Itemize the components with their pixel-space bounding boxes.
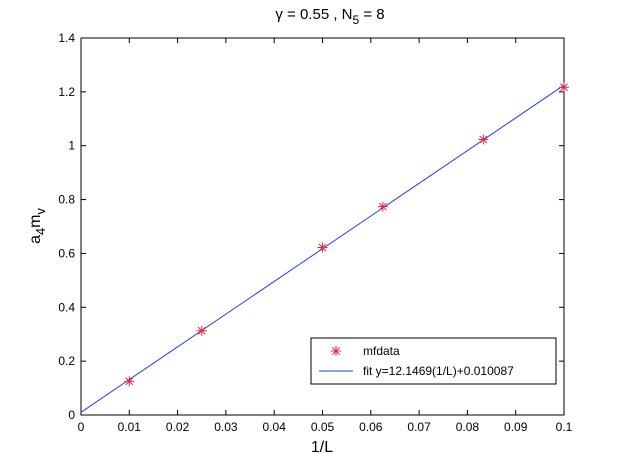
legend-marker: [331, 346, 341, 356]
data-point: [478, 134, 489, 145]
marker-stroke: [378, 202, 387, 211]
marker-stroke: [332, 347, 340, 355]
x-tick-label: 0.08: [456, 420, 480, 434]
data-point: [317, 242, 328, 253]
x-tick-label: 0.05: [311, 420, 335, 434]
x-tick-label: 0.1: [556, 420, 573, 434]
marker-stroke: [125, 377, 134, 386]
chart-title: γ = 0.55 , N5 = 8: [275, 6, 384, 27]
x-tick-label: 0.04: [263, 420, 287, 434]
y-tick-label: 1.4: [58, 31, 75, 45]
legend-box: [310, 337, 557, 385]
marker-stroke: [318, 243, 327, 252]
y-axis-ticks: 0 0.2 0.4 0.6 0.8 1 1.2 1.4: [58, 31, 564, 422]
marker-stroke: [560, 83, 568, 92]
data-point: [196, 325, 207, 336]
x-tick-label: 0.07: [407, 420, 431, 434]
x-tick-label: 0: [78, 420, 85, 434]
series-layer: [80, 82, 569, 413]
y-axis-label: a4mv: [27, 208, 48, 244]
y-tick-label: 1.2: [58, 85, 75, 99]
data-point: [124, 376, 135, 387]
legend-label: mfdata: [363, 344, 400, 358]
x-axis-label: 1/L: [311, 439, 333, 456]
y-tick-label: 0.2: [58, 354, 75, 368]
data-point: [559, 82, 569, 93]
legend-label: fit y=12.1469(1/L)+0.010087: [363, 364, 514, 378]
x-axis-ticks: 0 0.01 0.02 0.03 0.04 0.05 0.06 0.07 0.08 0.09 0.1: [78, 38, 573, 434]
y-tick-label: 0.8: [58, 193, 75, 207]
marker-stroke: [479, 135, 488, 144]
legend: mfdata fit y=12.1469(1/L)+0.010087: [310, 337, 557, 385]
x-tick-label: 0.03: [214, 420, 238, 434]
x-tick-label: 0.02: [166, 420, 190, 434]
y-tick-label: 0.6: [58, 246, 75, 260]
y-tick-label: 0: [68, 408, 75, 422]
y-tick-label: 1: [68, 139, 75, 153]
x-tick-label: 0.01: [118, 420, 142, 434]
data-point: [377, 201, 388, 212]
x-tick-label: 0.06: [359, 420, 383, 434]
x-tick-label: 0.09: [504, 420, 528, 434]
marker-stroke: [197, 326, 206, 335]
y-tick-label: 0.4: [58, 300, 75, 314]
